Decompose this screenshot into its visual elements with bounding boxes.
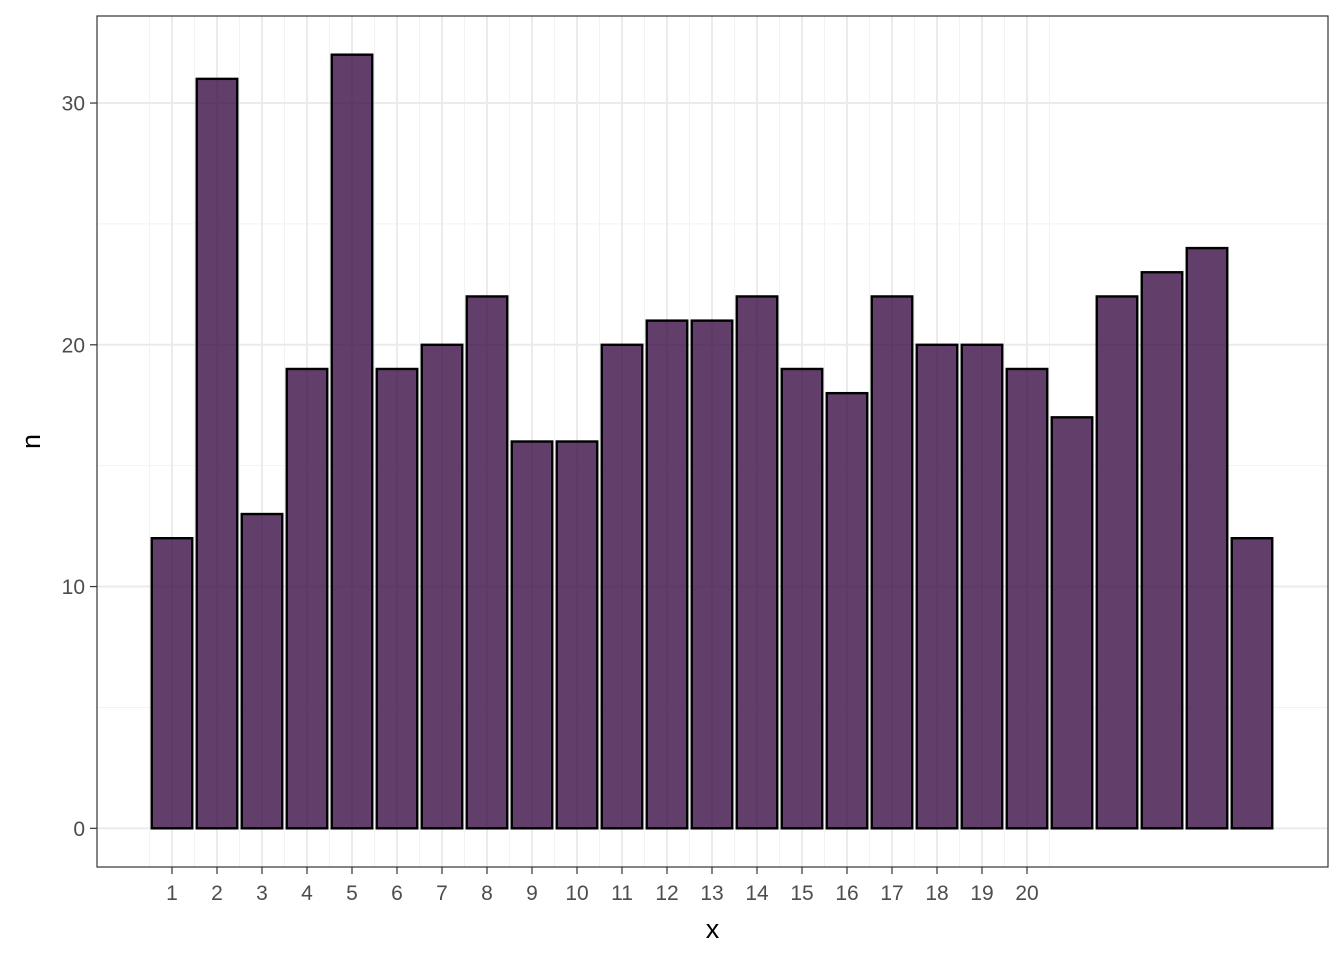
y-tick-label: 30 [62,93,85,116]
bar [285,367,329,830]
x-tick-label: 18 [925,882,948,905]
bar [645,319,689,830]
y-tick-label: 0 [73,818,85,841]
x-tick-label: 14 [745,882,769,905]
bar [1185,246,1229,830]
x-tick-label: 8 [481,882,493,905]
bar [150,537,194,830]
bar [240,512,284,830]
bar [1050,416,1094,830]
bar [780,367,824,830]
bar [825,391,869,830]
x-axis-title: x [706,914,720,944]
bar [960,343,1004,830]
x-tick-label: 19 [970,882,993,905]
x-tick-label: 15 [790,882,813,905]
bar [420,343,464,830]
x-tick-label: 11 [611,882,633,905]
bar [465,295,509,830]
x-tick-label: 20 [1015,882,1038,905]
bar [375,367,419,830]
bar [555,440,599,830]
bar [510,440,554,830]
x-tick-label: 3 [256,882,268,905]
bar [870,295,914,830]
x-tick-label: 2 [211,882,223,905]
x-tick-label: 5 [346,882,358,905]
x-tick-label: 7 [436,882,448,905]
x-tick-label: 13 [700,882,723,905]
bar [1095,295,1139,830]
bar [735,295,779,830]
bars [150,53,1274,830]
bar [1140,271,1184,830]
y-tick-label: 20 [62,334,85,357]
x-tick-label: 17 [880,882,903,905]
x-tick-label: 9 [526,882,538,905]
bar [330,53,374,830]
x-tick-label: 10 [565,882,588,905]
x-tick-label: 12 [655,882,678,905]
y-tick-label: 10 [62,576,85,599]
bar [1005,367,1049,830]
bar [915,343,959,830]
bar [195,77,239,830]
bar [600,343,644,830]
x-tick-label: 4 [301,882,313,905]
bar [690,319,734,830]
y-axis: 0 10 20 30 [62,93,97,841]
x-tick-label: 1 [166,882,178,905]
x-tick-label: 6 [391,882,403,905]
y-axis-title: n [16,434,46,449]
x-tick-label: 16 [835,882,858,905]
bar [1230,537,1274,830]
x-axis: 1 2 3 4 5 6 7 8 9 10 11 12 13 14 15 16 17 18 19 20 [166,867,1039,905]
